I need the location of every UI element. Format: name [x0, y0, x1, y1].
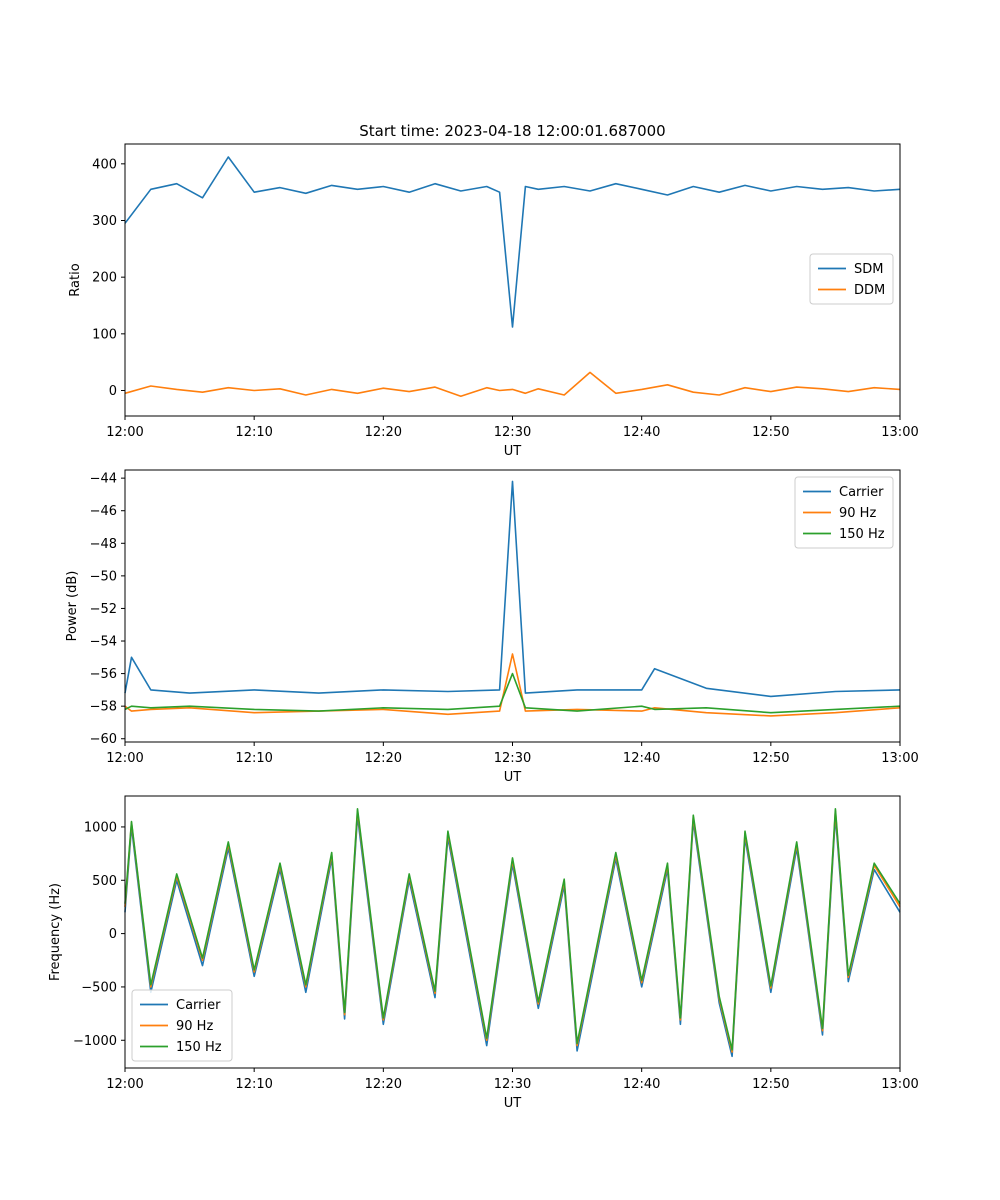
- x-tick-label: 12:30: [494, 1077, 531, 1092]
- y-tick-label: 400: [92, 157, 117, 172]
- x-tick-label: 12:50: [752, 1077, 789, 1092]
- y-axis-label: Power (dB): [65, 571, 80, 642]
- series-line-ddm: [124, 371, 901, 397]
- x-tick-label: 12:50: [752, 425, 789, 440]
- x-tick-label: 12:50: [752, 751, 789, 766]
- figure-title: Start time: 2023-04-18 12:00:01.687000: [359, 122, 665, 140]
- series-line-90-hz: [124, 810, 901, 1053]
- y-tick-label: 200: [92, 271, 117, 286]
- y-axis-label: Ratio: [68, 263, 83, 296]
- y-tick-label: −1000: [73, 1034, 117, 1049]
- x-tick-label: 12:00: [106, 1077, 143, 1092]
- y-tick-label: 500: [92, 874, 117, 889]
- y-tick-label: −500: [81, 980, 117, 995]
- y-tick-label: −44: [90, 472, 117, 487]
- x-axis-label: UT: [504, 1096, 522, 1111]
- y-tick-label: −50: [90, 569, 117, 584]
- frequency-panel: 12:00 12:10 12:20 12:30 12:40 12:50 13:00 −1000…: [48, 795, 919, 1111]
- x-axis-label: UT: [504, 770, 522, 785]
- series-line-carrier: [124, 480, 901, 698]
- legend: Carrier 90 Hz 150 Hz: [131, 989, 233, 1062]
- series-line-90-hz: [124, 653, 901, 717]
- x-tick-label: 12:20: [365, 1077, 402, 1092]
- x-tick-label: 12:00: [106, 751, 143, 766]
- series-line-sdm: [124, 156, 901, 328]
- legend-box: [794, 476, 894, 549]
- legend-label-90-hz: 90 Hz: [839, 506, 876, 521]
- x-tick-label: 13:00: [881, 425, 918, 440]
- x-tick-label: 13:00: [881, 751, 918, 766]
- y-tick-label: 0: [109, 927, 117, 942]
- x-tick-label: 12:00: [106, 425, 143, 440]
- legend-label-90-hz: 90 Hz: [176, 1019, 213, 1034]
- y-tick-label: 300: [92, 214, 117, 229]
- series-line-150-hz: [124, 808, 901, 1051]
- y-tick-label: −58: [90, 700, 117, 715]
- y-tick-label: −54: [90, 635, 117, 650]
- y-tick-label: −52: [90, 602, 117, 617]
- y-tick-label: −60: [90, 732, 117, 747]
- x-tick-label: 12:20: [365, 751, 402, 766]
- y-tick-label: −56: [90, 667, 117, 682]
- axes-frame: [124, 143, 901, 417]
- x-tick-label: 13:00: [881, 1077, 918, 1092]
- y-axis-label: Frequency (Hz): [48, 883, 63, 981]
- y-tick-label: 100: [92, 327, 117, 342]
- legend-label-ddm: DDM: [854, 283, 885, 298]
- x-tick-label: 12:40: [623, 425, 660, 440]
- y-tick-label: 1000: [84, 820, 117, 835]
- legend-label-carrier: Carrier: [176, 998, 221, 1013]
- legend-label-150-hz: 150 Hz: [176, 1040, 222, 1055]
- axes-frame: [124, 795, 901, 1069]
- x-tick-label: 12:10: [235, 425, 272, 440]
- x-tick-label: 12:10: [235, 751, 272, 766]
- x-tick-label: 12:30: [494, 751, 531, 766]
- series-line-carrier: [124, 815, 901, 1058]
- legend-label-sdm: SDM: [854, 262, 883, 277]
- legend: Carrier 90 Hz 150 Hz: [794, 476, 894, 549]
- x-tick-label: 12:30: [494, 425, 531, 440]
- legend: SDM DDM: [809, 253, 894, 305]
- legend-box: [809, 253, 894, 305]
- x-tick-label: 12:10: [235, 1077, 272, 1092]
- legend-label-carrier: Carrier: [839, 485, 884, 500]
- y-tick-label: −48: [90, 537, 117, 552]
- x-tick-label: 12:40: [623, 1077, 660, 1092]
- y-tick-label: 0: [109, 384, 117, 399]
- y-tick-label: −46: [90, 504, 117, 519]
- x-axis-label: UT: [504, 444, 522, 459]
- legend-label-150-hz: 150 Hz: [839, 527, 885, 542]
- legend-box: [131, 989, 233, 1062]
- x-tick-label: 12:20: [365, 425, 402, 440]
- series-line-150-hz: [124, 672, 901, 714]
- axes-frame: [124, 469, 901, 743]
- x-tick-label: 12:40: [623, 751, 660, 766]
- ratio-panel: 12:00 12:10 12:20 12:30 12:40 12:50 13:00 0 100 2…: [68, 143, 919, 459]
- power-panel: 12:00 12:10 12:20 12:30 12:40 12:50 13:00 −60 −5…: [65, 469, 919, 785]
